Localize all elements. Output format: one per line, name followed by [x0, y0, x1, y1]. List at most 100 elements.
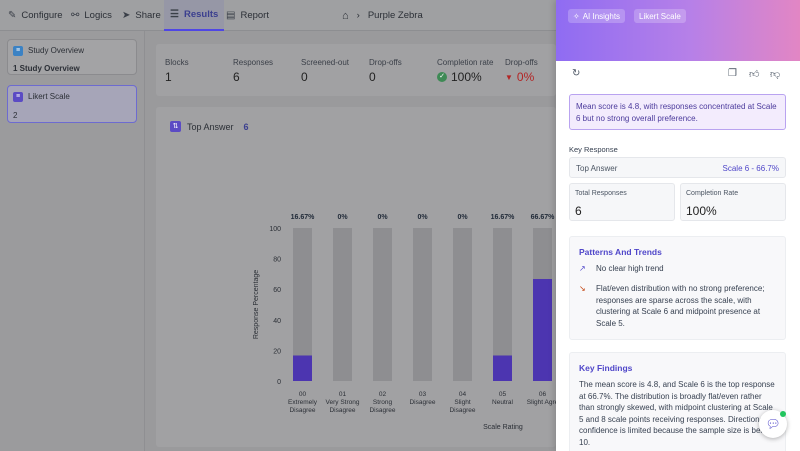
x-tick-label: Extremely [288, 399, 318, 406]
top-answer-box: Top Answer Scale 6 - 66.7% [569, 157, 786, 178]
block-study-overview[interactable]: ≡ Study Overview 1 Study Overview [7, 39, 137, 75]
chart-icon: ⇅ [170, 121, 181, 132]
chat-icon: 💬︎ [765, 417, 781, 431]
nav-share-label: Share [135, 10, 161, 21]
block-subtitle: 1 Study Overview [13, 64, 80, 73]
y-tick-label: 60 [273, 287, 281, 294]
bar-track [493, 228, 512, 381]
bar [533, 278, 552, 381]
trend-down-icon: ↘ [579, 284, 586, 293]
pattern-item: ↗ No clear high trend [579, 263, 779, 275]
x-axis-label: Scale Rating [483, 424, 523, 431]
x-tick-label: Neutral [492, 399, 514, 406]
nav-logics[interactable]: ⚯ Logics [71, 0, 112, 31]
ai-insights-panel: ✧ AI Insights Likert Scale ↻ ❐ 👍︎ 👎︎ Mea… [556, 0, 800, 451]
stat-screened-out: Screened-out 0 [301, 58, 349, 84]
nav-results[interactable]: ☰ Results [164, 0, 225, 31]
x-tick-label: 05 [499, 391, 507, 398]
chart-card: ⇅ Top Answer 6 0 20 40 60 80 100 Response Perc… [156, 107, 556, 447]
x-tick-label: Slight Agre [527, 399, 556, 406]
block-icon: ≡ [13, 92, 23, 102]
x-tick-label: 03 [419, 391, 427, 398]
panel-header: ✧ AI Insights Likert Scale [556, 0, 800, 61]
bar-value-label: 16.67% [291, 214, 316, 221]
copy-icon[interactable]: ❐ [728, 68, 737, 79]
bar [293, 355, 312, 381]
stat-value: 100% [451, 70, 482, 84]
nav-configure[interactable]: ✎ Configure [8, 0, 63, 31]
online-dot [780, 411, 786, 417]
refresh-icon[interactable]: ↻ [572, 68, 581, 79]
total-responses-label: Total Responses [575, 190, 627, 197]
ai-insights-title: ✧ AI Insights [568, 9, 626, 23]
bar-track [453, 228, 472, 381]
bar-value-label: 0% [337, 214, 348, 221]
breadcrumb: ⌂ › Purple Zebra [342, 0, 423, 31]
stat-label: Blocks [165, 58, 189, 67]
block-likert-scale[interactable]: ≡ Likert Scale 2 [7, 85, 137, 123]
stats-bar: Blocks 1 Responses 6 Screened-out 0 Drop… [156, 44, 556, 96]
nav-share[interactable]: ➤ Share [122, 0, 161, 31]
chat-button[interactable]: 💬︎ [759, 410, 787, 438]
y-tick-label: 0 [277, 379, 281, 386]
bar-track [293, 228, 312, 381]
stat-label: Completion rate [437, 58, 494, 67]
thumbs-up-icon[interactable]: 👍︎ [749, 69, 760, 80]
y-tick-label: 40 [273, 318, 281, 325]
stat-label: Responses [233, 58, 274, 67]
findings-text: The mean score is 4.8, and Scale 6 is th… [579, 380, 775, 447]
pencil-icon: ✎ [8, 9, 17, 21]
y-tick-label: 100 [269, 226, 281, 233]
total-responses-value: 6 [575, 204, 582, 218]
top-answer-value: 6 [243, 121, 249, 132]
y-tick-label: 80 [273, 257, 281, 264]
bar-value-label: 0% [457, 214, 468, 221]
y-tick-label: 20 [273, 348, 281, 355]
stat-completion-rate: Completion rate ✓ 100% [437, 58, 493, 84]
completion-rate-value: 100% [686, 204, 717, 218]
document-icon: ▤ [226, 9, 236, 21]
thumbs-down-icon[interactable]: 👎︎ [770, 69, 781, 80]
nav-report-label: Report [240, 10, 269, 21]
bar-chart: 0 20 40 60 80 100 Response Percentage 16.67% 00E… [253, 214, 556, 431]
block-subtitle: 2 [13, 111, 18, 120]
block-title: Likert Scale [28, 92, 70, 101]
ai-insights-label: AI Insights [582, 11, 621, 21]
stat-label: Drop-offs [505, 58, 538, 67]
x-tick-label: Disagree [329, 407, 355, 414]
top-answer-label: Top Answer [576, 164, 618, 173]
stat-responses: Responses 6 [233, 58, 273, 84]
x-tick-label: Disagree [289, 407, 315, 414]
stat-value: 0 [301, 70, 308, 84]
x-tick-label: 01 [339, 391, 347, 398]
nav-results-label: Results [183, 9, 219, 20]
check-icon: ✓ [437, 72, 447, 82]
top-answer-header: ⇅ Top Answer 6 [170, 121, 249, 132]
y-axis-label: Response Percentage [253, 270, 260, 339]
bar-value-label: 16.67% [491, 214, 516, 221]
chevron-right-icon: › [356, 10, 360, 21]
bar-value-label: 0% [417, 214, 428, 221]
completion-rate-label: Completion Rate [686, 190, 739, 197]
x-tick-label: Very Strong [326, 399, 360, 406]
x-tick-label: Disagree [449, 407, 475, 414]
bar-track [333, 228, 352, 381]
x-tick-label: 04 [459, 391, 467, 398]
block-icon: ≡ [13, 46, 23, 56]
stat-label: Screened-out [301, 58, 350, 67]
stat-value: 0 [369, 70, 376, 84]
send-icon: ➤ [122, 9, 131, 21]
bar-value-label: 66.67% [531, 214, 556, 221]
x-tick-label: 06 [539, 391, 547, 398]
x-tick-label: Strong [373, 399, 393, 406]
nav-report[interactable]: ▤ Report [226, 0, 269, 31]
top-answer-value: Scale 6 - 66.7% [722, 164, 779, 173]
stat-drop-off-rate: Drop-offs ▼ 0% [505, 58, 538, 84]
home-icon[interactable]: ⌂ [342, 9, 349, 22]
pattern-text: Flat/even distribution with no strong pr… [596, 284, 765, 328]
patterns-section: Patterns And Trends ↗ No clear high tren… [569, 236, 786, 340]
panel-tag: Likert Scale [634, 9, 686, 23]
findings-section: Key Findings The mean score is 4.8, and … [569, 352, 786, 451]
list-icon: ☰ [170, 8, 179, 20]
x-tick-label: 00 [299, 391, 307, 398]
